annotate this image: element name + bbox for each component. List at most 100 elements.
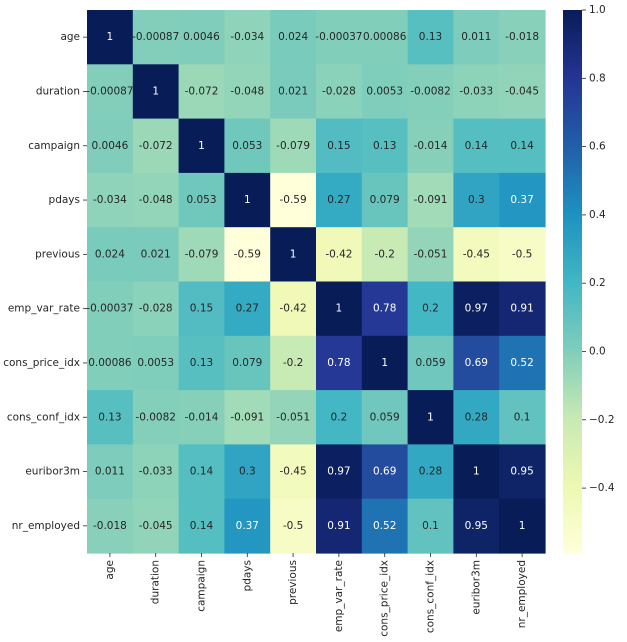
x-tick-label-campaign: campaign <box>196 560 208 612</box>
cell-value-label: 1 <box>198 140 205 152</box>
heatmap-cell-emp_var_rate-previous <box>270 281 317 337</box>
cell-value-label: 0.0046 <box>183 31 220 43</box>
heatmap-cell-emp_var_rate-pdays <box>224 281 271 337</box>
heatmap-cell-previous-duration <box>132 227 180 283</box>
heatmap-cell-cons_conf_idx-nr_employed <box>499 390 546 445</box>
heatmap-cells <box>87 10 546 554</box>
cell-value-label: 0.021 <box>278 85 308 97</box>
cell-value-label: -0.42 <box>325 248 352 260</box>
cell-value-label: -0.028 <box>139 303 173 315</box>
x-tick-label-pdays: pdays <box>241 560 253 591</box>
heatmap-cell-cons_conf_idx-cons_price_idx <box>361 390 409 445</box>
cell-value-label: -0.045 <box>505 85 539 97</box>
cell-value-label: -0.00037 <box>86 303 133 315</box>
cell-value-label: -0.034 <box>93 194 127 206</box>
heatmap-cell-cons_price_idx-nr_employed <box>499 335 546 391</box>
cell-value-label: -0.018 <box>93 520 127 532</box>
cell-value-label: 0.00086 <box>363 31 407 43</box>
cell-value-label: 1 <box>244 194 251 206</box>
cell-value-label: 0.0053 <box>366 85 403 97</box>
cell-value-label: 0.13 <box>98 411 121 423</box>
x-tick-label-duration: duration <box>150 560 162 604</box>
y-tick-label-cons_conf_idx: cons_conf_idx <box>7 411 80 423</box>
colorbar-tick-label: 0.4 <box>589 209 606 221</box>
heatmap-cell-previous-pdays <box>224 227 271 283</box>
cell-value-label: 1 <box>290 248 297 260</box>
cell-value-label: -0.051 <box>276 411 310 423</box>
heatmap-cell-campaign-campaign <box>178 118 225 174</box>
heatmap-cell-pdays-pdays <box>224 172 271 228</box>
cell-value-label: -0.2 <box>374 248 395 260</box>
heatmap-annotations: 1 -0.00087 0.0046 -0.034 0.024 -0.00037 0.0008… <box>86 31 539 532</box>
heatmap-cell-cons_price_idx-euribor3m <box>453 335 500 391</box>
heatmap-cell-nr_employed-euribor3m <box>453 498 500 554</box>
heatmap-cell-age-cons_conf_idx <box>407 10 454 65</box>
cell-value-label: -0.42 <box>280 303 307 315</box>
heatmap-cell-emp_var_rate-euribor3m <box>453 281 500 337</box>
cell-value-label: -0.051 <box>414 248 448 260</box>
x-tick-label-euribor3m: euribor3m <box>470 560 482 615</box>
cell-value-label: -0.45 <box>463 248 490 260</box>
cell-value-label: 0.14 <box>510 140 534 152</box>
cell-value-label: 0.2 <box>331 411 348 423</box>
y-tick-label-previous: previous <box>35 248 80 260</box>
y-tick-label-pdays: pdays <box>49 194 80 206</box>
colorbar-tick-label: 0.6 <box>589 141 606 153</box>
x-tick-label-age: age <box>104 560 116 580</box>
heatmap-cell-euribor3m-cons_price_idx <box>361 444 409 500</box>
cell-value-label: 0.1 <box>422 520 439 532</box>
heatmap-cell-pdays-age <box>87 172 134 228</box>
cell-value-label: 0.52 <box>510 357 533 369</box>
heatmap-cell-cons_price_idx-age <box>87 335 134 391</box>
x-tick-label-previous: previous <box>287 560 299 605</box>
cell-value-label: 0.14 <box>190 520 214 532</box>
cell-value-label: 0.13 <box>419 31 442 43</box>
cell-value-label: -0.2 <box>283 357 304 369</box>
cell-value-label: 0.91 <box>327 520 350 532</box>
cell-value-label: -0.048 <box>230 85 264 97</box>
cell-value-label: 0.95 <box>465 520 488 532</box>
cell-value-label: 0.0046 <box>92 140 129 152</box>
y-tick-label-cons_price_idx: cons_price_idx <box>3 357 80 369</box>
heatmap-cell-cons_price_idx-cons_price_idx <box>361 335 409 391</box>
cell-value-label: -0.0082 <box>135 411 176 423</box>
heatmap-cell-emp_var_rate-duration <box>132 281 180 337</box>
cell-value-label: 1 <box>473 466 480 478</box>
cell-value-label: 0.91 <box>510 303 533 315</box>
cell-value-label: 0.97 <box>465 303 488 315</box>
cell-value-label: 0.024 <box>95 248 125 260</box>
heatmap-cell-cons_conf_idx-euribor3m <box>453 390 500 445</box>
heatmap-cell-euribor3m-emp_var_rate <box>316 444 363 500</box>
colorbar-tick-label: 0.8 <box>589 72 606 84</box>
heatmap-cell-age-pdays <box>224 10 271 65</box>
heatmap-cell-emp_var_rate-age <box>87 281 134 337</box>
heatmap-cell-previous-cons_conf_idx <box>407 227 454 283</box>
heatmap-cell-nr_employed-campaign <box>178 498 225 554</box>
heatmap-cell-duration-euribor3m <box>453 64 500 120</box>
heatmap-cell-previous-campaign <box>178 227 225 283</box>
cell-value-label: -0.045 <box>139 520 173 532</box>
heatmap-cell-age-euribor3m <box>453 10 500 65</box>
cell-value-label: -0.5 <box>283 520 304 532</box>
x-tick-label-cons_price_idx: cons_price_idx <box>379 560 391 637</box>
cell-value-label: 1 <box>519 520 526 532</box>
cell-value-label: 0.52 <box>373 520 396 532</box>
cell-value-label: 0.13 <box>190 357 213 369</box>
y-tick-label-euribor3m: euribor3m <box>25 466 80 478</box>
heatmap-cell-cons_price_idx-duration <box>132 335 180 391</box>
heatmap-cell-duration-cons_conf_idx <box>407 64 454 120</box>
x-tick-label-emp_var_rate: emp_var_rate <box>333 560 345 632</box>
y-tick-label-campaign: campaign <box>28 140 80 152</box>
cell-value-label: 0.27 <box>327 194 350 206</box>
y-tick-label-nr_employed: nr_employed <box>12 520 80 532</box>
x-tick-label-cons_conf_idx: cons_conf_idx <box>425 560 437 633</box>
cell-value-label: -0.033 <box>139 466 173 478</box>
heatmap-cell-age-previous <box>270 10 317 65</box>
x-axis-tick-labels: age duration campaign pdays previous emp_var_… <box>104 553 528 637</box>
colorbar-tick-label: 0.2 <box>589 277 606 289</box>
cell-value-label: 0.97 <box>327 466 350 478</box>
cell-value-label: -0.072 <box>185 85 219 97</box>
cell-value-label: -0.034 <box>230 31 264 43</box>
colorbar-tick-label: 1.0 <box>589 4 606 16</box>
